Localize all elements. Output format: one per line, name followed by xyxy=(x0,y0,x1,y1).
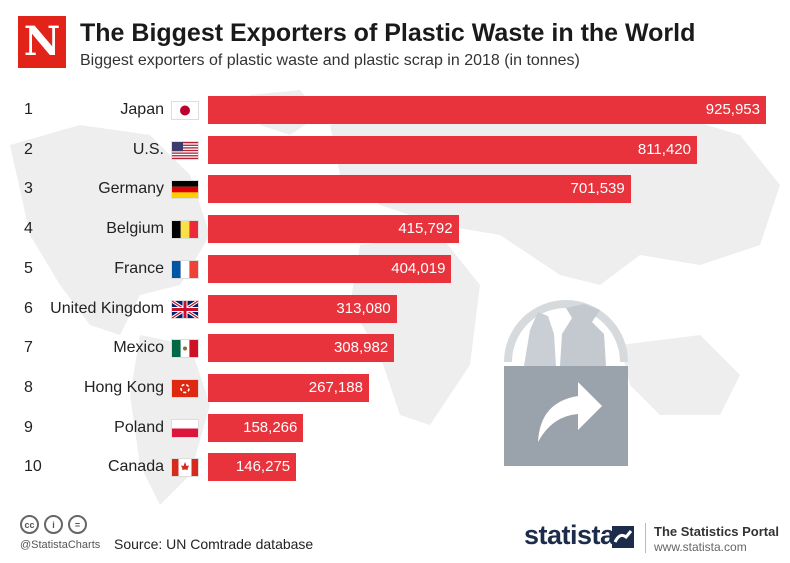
data-label: 415,792 xyxy=(398,220,453,238)
belgium-flag-icon xyxy=(172,221,198,239)
category-label: U.S. xyxy=(132,140,164,158)
bar-row: 10 Canada 146,275 xyxy=(0,453,790,482)
rank-label: 8 xyxy=(24,378,33,396)
bar: 811,420 xyxy=(208,135,697,164)
bar: 158,266 xyxy=(208,413,304,442)
category-label: Poland xyxy=(114,418,164,436)
source-note: Source: UN Comtrade database xyxy=(114,536,314,552)
statista-mark-icon xyxy=(612,526,634,548)
data-label: 811,420 xyxy=(637,140,691,158)
germany-flag-icon xyxy=(172,181,198,199)
poland-flag-icon xyxy=(172,419,198,437)
page-title: The Biggest Exporters of Plastic Waste i… xyxy=(80,19,696,47)
portal-url: www.statista.com xyxy=(654,540,747,554)
rank-label: 1 xyxy=(24,101,33,118)
bar: 404,019 xyxy=(208,254,452,283)
bar-row: 6 United Kingdom 313,080 xyxy=(0,294,790,323)
bar: 308,982 xyxy=(208,334,395,363)
category-label: Mexico xyxy=(113,339,164,357)
data-label: 146,275 xyxy=(235,458,291,476)
japan-flag-icon xyxy=(172,102,198,119)
rank-label: 3 xyxy=(24,180,33,198)
attribution-icon: i xyxy=(44,515,63,534)
bar-row: 1 Japan 925,953 xyxy=(0,96,790,124)
bar: 146,275 xyxy=(208,453,297,482)
category-label: France xyxy=(114,259,164,277)
bar-row: 5 France 404,019 xyxy=(0,254,790,283)
rank-label: 4 xyxy=(24,220,33,238)
france-flag-icon xyxy=(172,260,198,278)
data-label: 404,019 xyxy=(391,259,446,277)
license-icons: cc i = xyxy=(20,515,87,534)
data-label: 158,266 xyxy=(243,418,298,436)
bar-row: 2 U.S. 811,420 xyxy=(0,135,790,164)
footer-divider xyxy=(645,523,646,553)
page-subtitle: Biggest exporters of plastic waste and p… xyxy=(80,52,580,69)
rank-label: 10 xyxy=(24,458,42,476)
category-label: Germany xyxy=(98,180,164,198)
mexico-flag-icon xyxy=(172,340,198,358)
canada-flag-icon xyxy=(172,459,198,477)
logo-letter: N xyxy=(23,18,61,65)
newsweek-logo: N xyxy=(18,16,66,68)
bar-row: 8 Hong Kong 267,188 xyxy=(0,373,790,402)
category-label: Belgium xyxy=(106,220,164,238)
rank-label: 5 xyxy=(24,259,33,277)
uk-flag-icon xyxy=(172,300,198,318)
category-label: United Kingdom xyxy=(50,299,164,317)
creative-commons-icon: cc xyxy=(20,515,39,534)
data-label: 701,539 xyxy=(570,180,625,198)
rank-label: 6 xyxy=(24,299,33,317)
bar-row: 7 Mexico 308,982 xyxy=(0,334,790,363)
no-derivatives-icon: = xyxy=(68,515,87,534)
portal-title: The Statistics Portal xyxy=(654,524,779,539)
category-label: Hong Kong xyxy=(83,378,164,396)
us-flag-icon xyxy=(172,141,198,159)
data-label: 313,080 xyxy=(336,299,391,317)
category-label: Japan xyxy=(120,101,164,118)
bar-row: 9 Poland 158,266 xyxy=(0,413,790,442)
bar-row: 4 Belgium 415,792 xyxy=(0,215,790,244)
bar-chart: 1 Japan 925,953 2 U.S. 811,420 3 Germany 701,539… xyxy=(0,96,790,486)
statista-brand: statista xyxy=(524,520,615,550)
data-label: 267,188 xyxy=(308,378,363,396)
bar: 267,188 xyxy=(208,373,369,402)
bar-row: 3 Germany 701,539 xyxy=(0,175,790,204)
bar: 313,080 xyxy=(208,294,397,323)
rank-label: 7 xyxy=(24,339,33,357)
bar: 701,539 xyxy=(208,175,631,204)
category-label: Canada xyxy=(107,458,164,476)
hong-kong-flag-icon xyxy=(172,379,198,397)
data-label: 308,982 xyxy=(333,339,389,357)
rank-label: 9 xyxy=(24,418,33,436)
bar: 415,792 xyxy=(208,215,459,244)
waste-bag-share-icon xyxy=(504,300,628,466)
bar: 925,953 xyxy=(208,96,766,124)
social-handle: @StatistaCharts xyxy=(20,539,101,551)
data-label: 925,953 xyxy=(705,101,760,118)
rank-label: 2 xyxy=(24,140,33,158)
